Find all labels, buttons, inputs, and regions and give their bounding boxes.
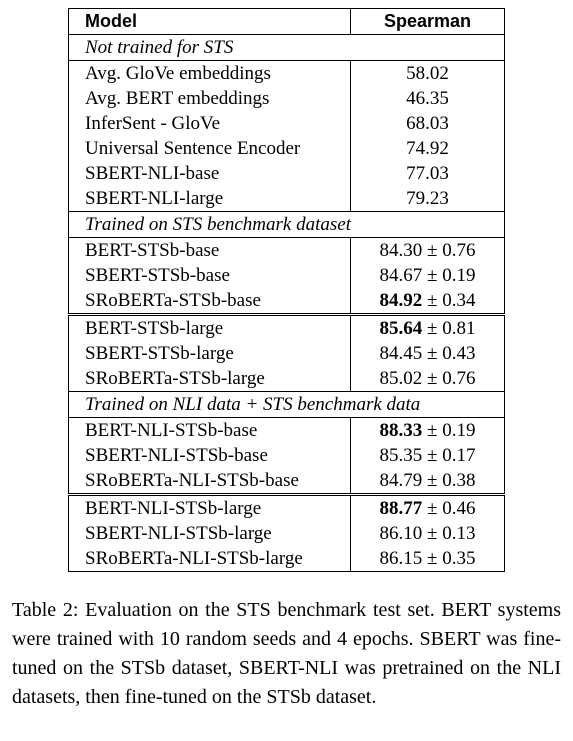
spearman-std: ± 0.46: [427, 498, 476, 519]
section-title: Trained on NLI data + STS benchmark data: [68, 391, 505, 418]
section-title: Not trained for STS: [68, 34, 505, 61]
model-name: Avg. BERT embeddings: [68, 86, 351, 111]
model-name: Avg. GloVe embeddings: [68, 60, 351, 86]
spearman-cell: 58.02: [350, 60, 505, 86]
results-table: Model Spearman Not trained for STS Avg. G…: [68, 8, 505, 572]
spearman-std: ± 0.76: [427, 240, 476, 261]
model-name: SRoBERTa-STSb-large: [68, 366, 351, 392]
model-name: BERT-STSb-base: [68, 237, 351, 263]
table-row: SBERT-NLI-STSb-large 86.10 ± 0.13: [68, 521, 505, 546]
spearman-score: 46.35: [406, 88, 449, 109]
spearman-score: 84.67: [379, 265, 423, 286]
spearman-cell: 84.30 ± 0.76: [350, 237, 505, 263]
table-row: Avg. BERT embeddings 46.35: [68, 86, 505, 111]
spearman-score: 86.10: [379, 523, 423, 544]
model-name: SRoBERTa-STSb-base: [68, 288, 351, 315]
spearman-score: 84.45: [379, 343, 423, 364]
spearman-std: ± 0.19: [427, 265, 476, 286]
spearman-score: 68.03: [406, 113, 449, 134]
table-row: Universal Sentence Encoder 74.92: [68, 136, 505, 161]
header-spearman: Spearman: [350, 8, 505, 35]
spearman-std: ± 0.19: [427, 420, 476, 441]
spearman-std: ± 0.35: [427, 548, 476, 569]
spearman-score: 84.30: [379, 240, 423, 261]
table-row: BERT-NLI-STSb-base 88.33 ± 0.19: [68, 417, 505, 443]
model-name: BERT-NLI-STSb-base: [68, 417, 351, 443]
spearman-cell: 88.33 ± 0.19: [350, 417, 505, 443]
model-name: BERT-NLI-STSb-large: [68, 493, 351, 521]
spearman-cell: 86.10 ± 0.13: [350, 521, 505, 546]
table-row: InferSent - GloVe 68.03: [68, 111, 505, 136]
table-caption: Table 2: Evaluation on the STS benchmark…: [12, 599, 561, 708]
section-header-row: Trained on STS benchmark dataset: [68, 211, 505, 238]
spearman-score: 85.64: [379, 318, 423, 339]
spearman-score: 85.35: [379, 445, 423, 466]
spearman-cell: 86.15 ± 0.35: [350, 546, 505, 572]
model-name: SBERT-NLI-large: [68, 186, 351, 212]
spearman-score: 77.03: [406, 163, 449, 184]
table-row: SRoBERTa-STSb-large 85.02 ± 0.76: [68, 366, 505, 392]
spearman-score: 79.23: [406, 188, 449, 209]
spearman-std: ± 0.43: [427, 343, 476, 364]
table-row: Avg. GloVe embeddings 58.02: [68, 60, 505, 86]
spearman-cell: 68.03: [350, 111, 505, 136]
table-row: SRoBERTa-NLI-STSb-large 86.15 ± 0.35: [68, 546, 505, 572]
table-row: BERT-NLI-STSb-large 88.77 ± 0.46: [68, 493, 505, 521]
spearman-cell: 84.92 ± 0.34: [350, 288, 505, 315]
model-name: InferSent - GloVe: [68, 111, 351, 136]
spearman-score: 74.92: [406, 138, 449, 159]
spearman-cell: 88.77 ± 0.46: [350, 493, 505, 521]
section-header-row: Not trained for STS: [68, 34, 505, 61]
spearman-cell: 84.67 ± 0.19: [350, 263, 505, 288]
section-title: Trained on STS benchmark dataset: [68, 211, 505, 238]
spearman-score: 84.92: [379, 290, 423, 311]
model-name: SBERT-NLI-STSb-base: [68, 443, 351, 468]
spearman-std: ± 0.38: [427, 470, 476, 491]
spearman-std: ± 0.81: [427, 318, 476, 339]
spearman-cell: 85.02 ± 0.76: [350, 366, 505, 392]
header-model: Model: [68, 8, 351, 35]
table-row: SBERT-NLI-large 79.23: [68, 186, 505, 212]
spearman-std: ± 0.17: [427, 445, 476, 466]
table-row: BERT-STSb-base 84.30 ± 0.76: [68, 237, 505, 263]
model-name: SRoBERTa-NLI-STSb-large: [68, 546, 351, 572]
spearman-std: ± 0.34: [427, 290, 476, 311]
spearman-cell: 77.03: [350, 161, 505, 186]
table-body: Not trained for STS Avg. GloVe embeddings…: [68, 34, 505, 572]
spearman-cell: 74.92: [350, 136, 505, 161]
model-name: Universal Sentence Encoder: [68, 136, 351, 161]
spearman-cell: 84.45 ± 0.43: [350, 341, 505, 366]
spearman-std: ± 0.76: [427, 368, 476, 389]
table-row: SBERT-NLI-STSb-base 85.35 ± 0.17: [68, 443, 505, 468]
table-row: BERT-STSb-large 85.64 ± 0.81: [68, 313, 505, 341]
table-row: SRoBERTa-NLI-STSb-base 84.79 ± 0.38: [68, 468, 505, 495]
model-name: SBERT-NLI-STSb-large: [68, 521, 351, 546]
spearman-std: ± 0.13: [427, 523, 476, 544]
spearman-cell: 46.35: [350, 86, 505, 111]
spearman-score: 58.02: [406, 63, 449, 84]
spearman-cell: 79.23: [350, 186, 505, 212]
model-name: SBERT-STSb-large: [68, 341, 351, 366]
spearman-score: 85.02: [379, 368, 423, 389]
model-name: SBERT-NLI-base: [68, 161, 351, 186]
spearman-score: 88.77: [379, 498, 423, 519]
table-row: SRoBERTa-STSb-base 84.92 ± 0.34: [68, 288, 505, 315]
model-name: BERT-STSb-large: [68, 313, 351, 341]
model-name: SRoBERTa-NLI-STSb-base: [68, 468, 351, 495]
spearman-cell: 84.79 ± 0.38: [350, 468, 505, 495]
model-name: SBERT-STSb-base: [68, 263, 351, 288]
table-row: SBERT-STSb-large 84.45 ± 0.43: [68, 341, 505, 366]
spearman-score: 84.79: [379, 470, 423, 491]
section-header-row: Trained on NLI data + STS benchmark data: [68, 391, 505, 418]
table-row: SBERT-NLI-base 77.03: [68, 161, 505, 186]
table-row: SBERT-STSb-base 84.67 ± 0.19: [68, 263, 505, 288]
spearman-cell: 85.64 ± 0.81: [350, 313, 505, 341]
spearman-score: 86.15: [379, 548, 423, 569]
spearman-score: 88.33: [379, 420, 423, 441]
table-header-row: Model Spearman: [68, 8, 505, 35]
spearman-cell: 85.35 ± 0.17: [350, 443, 505, 468]
